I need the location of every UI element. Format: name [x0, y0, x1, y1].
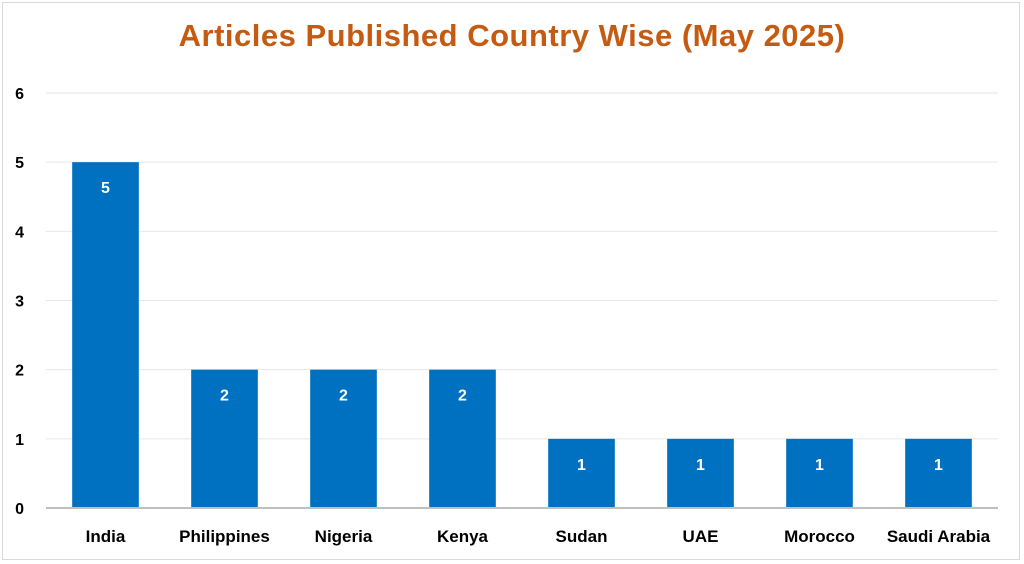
- bar-uae: [667, 438, 734, 508]
- x-category-label-uae: UAE: [683, 527, 719, 546]
- y-tick-label-5: 5: [15, 155, 24, 172]
- data-label-nigeria: 2: [339, 388, 348, 405]
- data-label-morocco: 1: [815, 457, 824, 474]
- x-category-label-india: India: [86, 527, 126, 546]
- gridlines: [46, 92, 998, 440]
- y-tick-label-6: 6: [15, 86, 24, 103]
- y-tick-label-1: 1: [15, 432, 24, 449]
- bar-morocco: [786, 438, 853, 508]
- bar-philippines: [191, 369, 258, 508]
- data-label-uae: 1: [696, 457, 705, 474]
- data-label-philippines: 2: [220, 388, 229, 405]
- y-tick-label-2: 2: [15, 363, 24, 380]
- data-label-sudan: 1: [577, 457, 586, 474]
- x-category-label-kenya: Kenya: [437, 527, 489, 546]
- bar-sudan: [548, 438, 615, 508]
- x-category-label-sudan: Sudan: [556, 527, 608, 546]
- bar-kenya: [429, 369, 496, 508]
- x-category-label-morocco: Morocco: [784, 527, 855, 546]
- data-labels: 5 2 2 2 1 1 1 1: [101, 180, 943, 474]
- y-tick-label-4: 4: [15, 224, 24, 241]
- chart-title: Articles Published Country Wise (May 202…: [178, 18, 846, 53]
- data-label-kenya: 2: [458, 388, 467, 405]
- x-axis-categories: India Philippines Nigeria Kenya Sudan UAE Moro…: [86, 527, 991, 546]
- bar-saudi-arabia: [905, 438, 972, 508]
- y-axis-ticks: 0 1 2 3 4 5 6: [15, 86, 24, 518]
- x-category-label-philippines: Philippines: [179, 527, 270, 546]
- y-tick-label-3: 3: [15, 294, 24, 311]
- bar-india: [72, 162, 139, 508]
- data-label-saudi-arabia: 1: [934, 457, 943, 474]
- x-category-label-nigeria: Nigeria: [315, 527, 373, 546]
- y-tick-label-0: 0: [15, 501, 24, 518]
- x-category-label-saudi-arabia: Saudi Arabia: [887, 527, 991, 546]
- data-label-india: 5: [101, 180, 110, 197]
- bar-nigeria: [310, 369, 377, 508]
- bars: [72, 162, 972, 508]
